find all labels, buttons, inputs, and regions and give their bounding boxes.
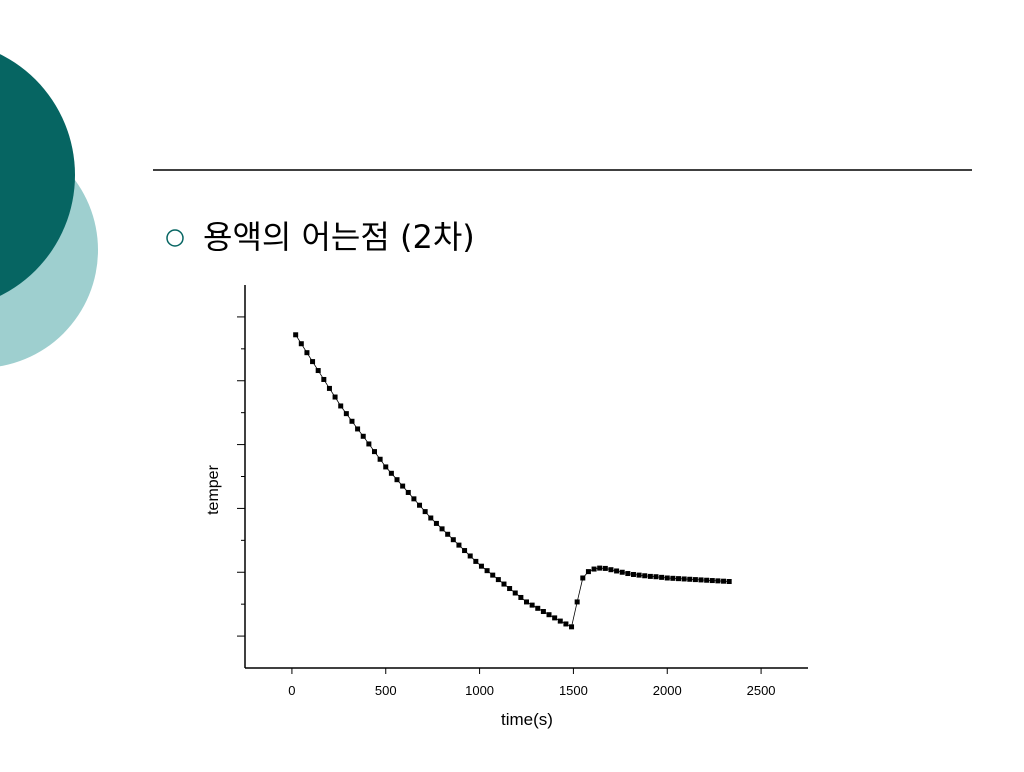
point (450, 537, 456, 543)
point (433, 520, 439, 526)
point (647, 573, 653, 579)
point (456, 542, 462, 548)
x-tick-label: 1000 (465, 683, 494, 698)
point (326, 385, 332, 391)
slide-title: 용액의 어는점 (2차) (203, 218, 475, 256)
point (355, 426, 361, 432)
point (704, 577, 710, 583)
point (439, 526, 445, 532)
point (495, 577, 501, 583)
point (405, 489, 411, 495)
point (478, 563, 484, 569)
point (552, 615, 558, 621)
point (698, 577, 704, 583)
point (293, 332, 299, 338)
point (681, 576, 687, 582)
point (659, 574, 665, 580)
point (614, 568, 620, 574)
x-tick-label: 500 (375, 683, 397, 698)
point (490, 572, 496, 578)
x-tick-label: 0 (288, 683, 295, 698)
point (315, 368, 321, 374)
point (507, 586, 513, 592)
point (332, 394, 338, 400)
point (721, 578, 727, 584)
point (417, 502, 423, 508)
point (428, 515, 434, 521)
point (512, 590, 518, 596)
point (388, 470, 394, 476)
point (574, 599, 580, 605)
point (602, 565, 608, 571)
point (546, 612, 552, 618)
x-tick-label: 1500 (559, 683, 588, 698)
point (557, 618, 563, 624)
point (338, 403, 344, 409)
x-tick-label: 2000 (653, 683, 682, 698)
point (377, 456, 383, 462)
point (540, 609, 546, 615)
point (484, 568, 490, 574)
point (298, 341, 304, 347)
point (569, 624, 575, 630)
point (619, 569, 625, 575)
point (563, 621, 569, 627)
point (321, 376, 327, 382)
point (445, 531, 451, 537)
y-axis-label: temper (205, 464, 222, 514)
point (535, 605, 541, 611)
point (687, 576, 693, 582)
point (692, 577, 698, 583)
point (349, 418, 355, 424)
point (608, 567, 614, 573)
point (653, 574, 659, 580)
point (304, 350, 310, 356)
point (467, 553, 473, 559)
x-axis-label: time(s) (501, 710, 553, 729)
point (585, 569, 591, 575)
decor-circle (0, 54, 75, 296)
chart: time(s) temper 0 500 1000 1500 2000 2500 (205, 285, 808, 729)
point (529, 602, 535, 608)
point (636, 572, 642, 578)
point (676, 576, 682, 582)
point (422, 509, 428, 515)
point (343, 411, 349, 417)
point (360, 433, 366, 439)
point (715, 578, 721, 584)
point (366, 441, 372, 447)
point (473, 558, 479, 564)
point (394, 477, 400, 483)
point (400, 483, 406, 489)
point (371, 449, 377, 455)
point (670, 575, 676, 581)
point (462, 548, 468, 554)
bullet (166, 229, 184, 247)
x-tick-label: 2500 (747, 683, 776, 698)
point (591, 566, 597, 572)
point (709, 578, 715, 584)
series-line (295, 334, 730, 628)
point (383, 464, 389, 470)
point (625, 571, 631, 577)
point (518, 594, 524, 600)
point (310, 359, 316, 365)
point (664, 575, 670, 581)
point (630, 571, 636, 577)
point (642, 573, 648, 579)
point (411, 496, 417, 502)
point (597, 565, 603, 571)
point (726, 579, 732, 585)
point (524, 599, 529, 605)
point (580, 575, 586, 581)
point (501, 581, 507, 587)
